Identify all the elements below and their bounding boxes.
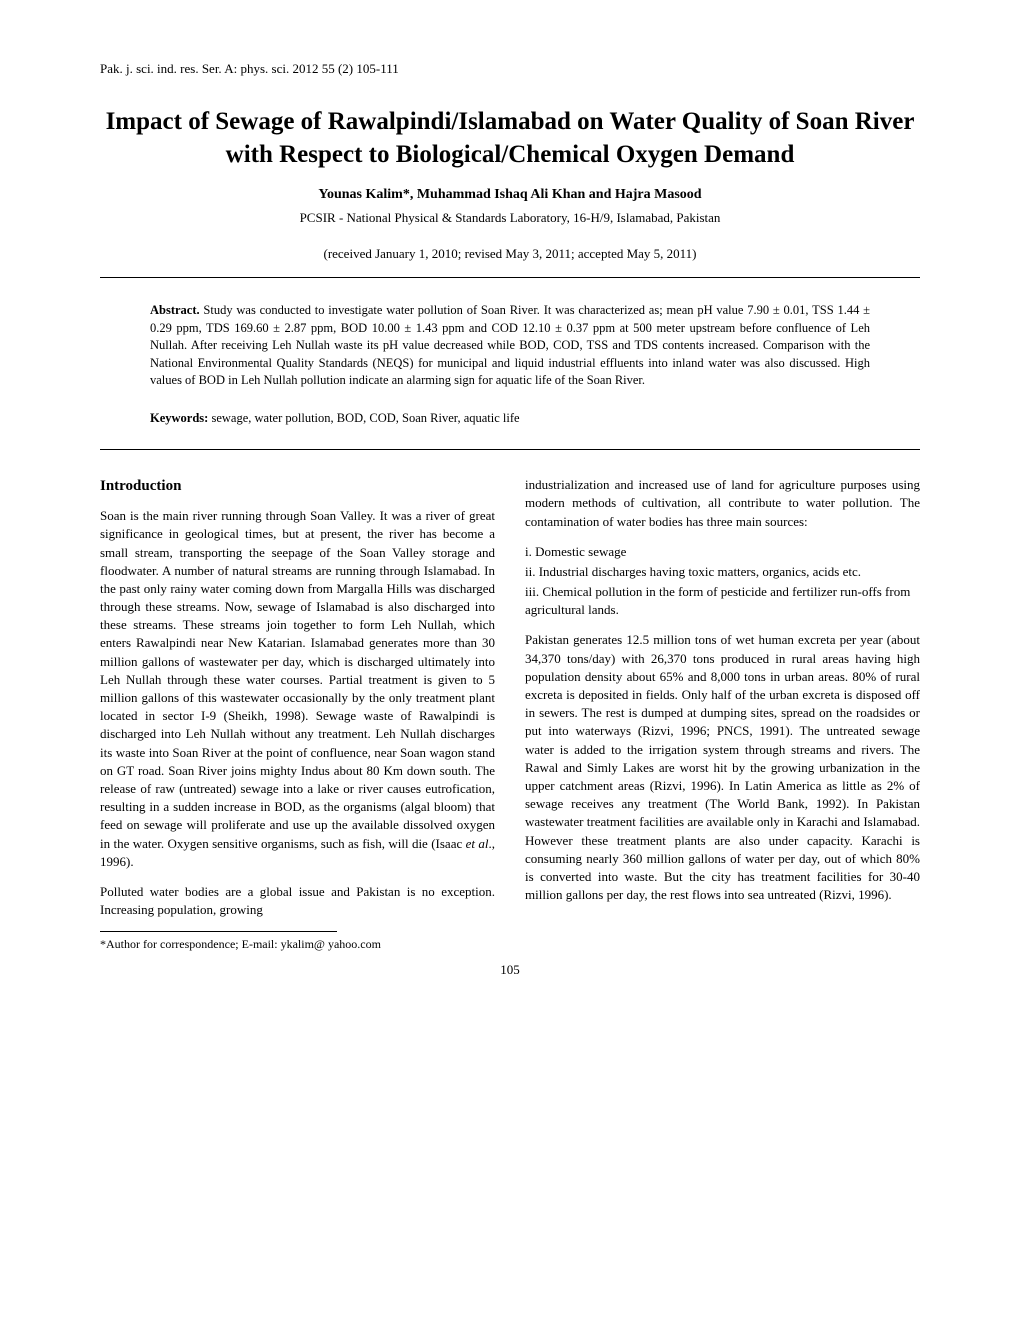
paper-title: Impact of Sewage of Rawalpindi/Islamabad… <box>100 106 920 171</box>
list-item: i. Domestic sewage <box>525 543 920 561</box>
list-item: iii. Chemical pollution in the form of p… <box>525 583 920 619</box>
left-column: Introduction Soan is the main river runn… <box>100 476 495 953</box>
body-paragraph: Polluted water bodies are a global issue… <box>100 883 495 919</box>
footnote-divider <box>100 931 337 932</box>
received-dates: (received January 1, 2010; revised May 3… <box>100 245 920 263</box>
keywords-block: Keywords: sewage, water pollution, BOD, … <box>100 406 920 442</box>
body-paragraph: Soan is the main river running through S… <box>100 507 495 871</box>
divider-bottom <box>100 449 920 450</box>
abstract-label: Abstract. <box>150 303 200 317</box>
body-paragraph: industrialization and increased use of l… <box>525 476 920 531</box>
body-paragraph: Pakistan generates 12.5 million tons of … <box>525 631 920 904</box>
correspondence-footnote: *Author for correspondence; E-mail: ykal… <box>100 936 495 953</box>
two-column-content: Introduction Soan is the main river runn… <box>100 476 920 953</box>
keywords-label: Keywords: <box>150 411 208 425</box>
keywords-text: sewage, water pollution, BOD, COD, Soan … <box>208 411 519 425</box>
journal-header: Pak. j. sci. ind. res. Ser. A: phys. sci… <box>100 60 920 78</box>
affiliation: PCSIR - National Physical & Standards La… <box>100 209 920 227</box>
authors: Younas Kalim*, Muhammad Ishaq Ali Khan a… <box>100 185 920 205</box>
page-number: 105 <box>100 961 920 979</box>
abstract-text: Study was conducted to investigate water… <box>150 303 870 387</box>
list-item: ii. Industrial discharges having toxic m… <box>525 563 920 581</box>
divider-top <box>100 277 920 278</box>
section-heading-introduction: Introduction <box>100 476 495 497</box>
abstract-block: Abstract. Study was conducted to investi… <box>100 286 920 406</box>
right-column: industrialization and increased use of l… <box>525 476 920 953</box>
